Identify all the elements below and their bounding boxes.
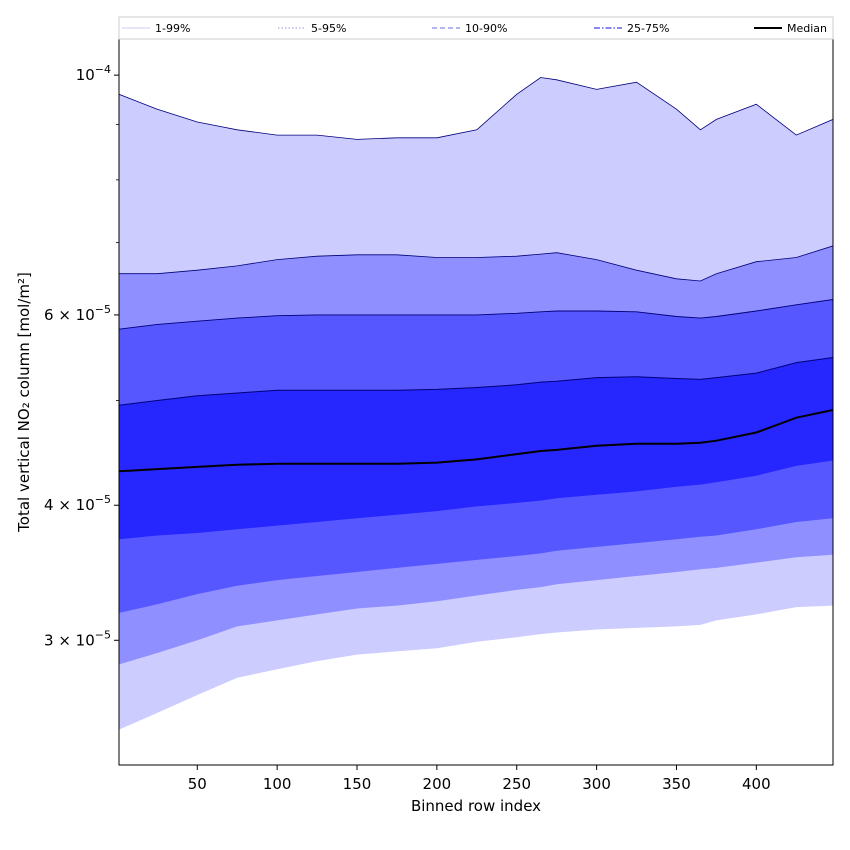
x-tick-label: 350 [662, 775, 691, 793]
y-axis-label: Total vertical NO₂ column [mol/m²] [15, 272, 33, 533]
legend-label: Median [787, 22, 827, 35]
line-p75 [119, 357, 833, 406]
x-tick-label: 100 [263, 775, 292, 793]
line-median [119, 409, 833, 473]
legend-label: 10-90% [465, 22, 507, 35]
x-tick-label: 50 [188, 775, 207, 793]
x-axis: 50 100 150 200 250 300 350 400 [188, 765, 771, 793]
y-tick-label: 6 × 10−5 [44, 303, 111, 324]
legend-label: 1-99% [155, 22, 190, 35]
legend: 1-99% 5-95% 10-90% 25-75% Median [118, 16, 834, 40]
x-tick-label: 150 [343, 775, 372, 793]
x-tick-label: 300 [582, 775, 611, 793]
line-p95 [119, 245, 833, 282]
plot-area [119, 77, 833, 730]
legend-label: 5-95% [311, 22, 346, 35]
y-tick-label: 10−4 [76, 63, 111, 84]
legend-box [118, 16, 834, 40]
band-25-75 [119, 357, 833, 540]
line-p90 [119, 299, 833, 330]
y-tick-label: 4 × 10−5 [44, 493, 111, 514]
x-axis-label: Binned row index [411, 797, 541, 815]
legend-label: 25-75% [627, 22, 669, 35]
x-tick-label: 200 [423, 775, 452, 793]
x-tick-label: 400 [742, 775, 771, 793]
y-axis: 3 × 10−5 4 × 10−5 6 × 10−5 10−4 [44, 63, 119, 649]
y-tick-label: 3 × 10−5 [44, 628, 111, 649]
line-p99 [119, 77, 833, 140]
x-tick-label: 250 [502, 775, 531, 793]
